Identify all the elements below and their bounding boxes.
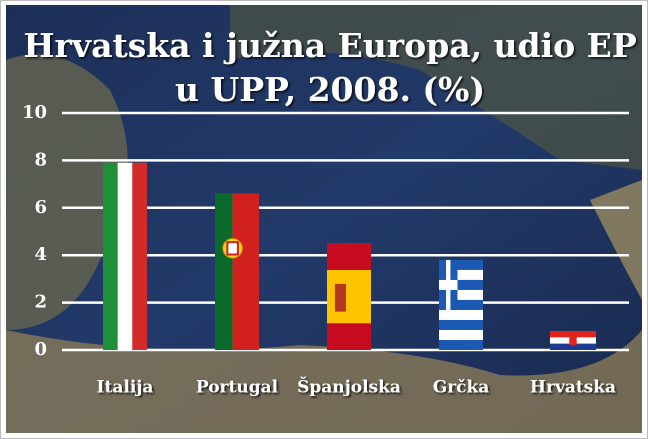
flag-detail — [439, 340, 483, 350]
flag-detail — [132, 163, 147, 350]
chart-title: Hrvatska i južna Europa, udio EP — [23, 26, 636, 65]
flag-detail — [327, 243, 371, 270]
chart: Hrvatska i južna Europa, udio EP u UPP, … — [0, 0, 648, 439]
x-tick-label: Španjolska — [297, 377, 401, 398]
flag-detail — [335, 284, 346, 312]
flag-detail — [446, 260, 450, 310]
y-tick-label: 6 — [34, 197, 47, 218]
flag-detail — [327, 270, 371, 323]
flag-detail — [215, 194, 233, 350]
y-tick-label: 4 — [34, 244, 47, 265]
x-tick-label: Grčka — [433, 378, 490, 398]
y-tick-label: 8 — [34, 149, 47, 170]
chart-title: u UPP, 2008. (%) — [175, 70, 485, 109]
flag-detail — [439, 310, 483, 320]
flag-detail — [233, 194, 259, 350]
x-tick-label: Portugal — [196, 378, 279, 398]
flag-detail — [227, 242, 238, 254]
flag-detail — [439, 330, 483, 340]
flag-detail — [327, 323, 371, 350]
x-tick-label: Hrvatska — [530, 378, 616, 398]
y-tick-label: 2 — [34, 292, 47, 313]
flag-detail — [569, 335, 576, 345]
flag-detail — [118, 163, 133, 350]
y-tick-label: 10 — [22, 102, 47, 123]
x-tick-label: Italija — [97, 378, 154, 398]
flag-detail — [103, 163, 118, 350]
flag-detail — [439, 320, 483, 330]
y-tick-label: 0 — [34, 339, 47, 360]
